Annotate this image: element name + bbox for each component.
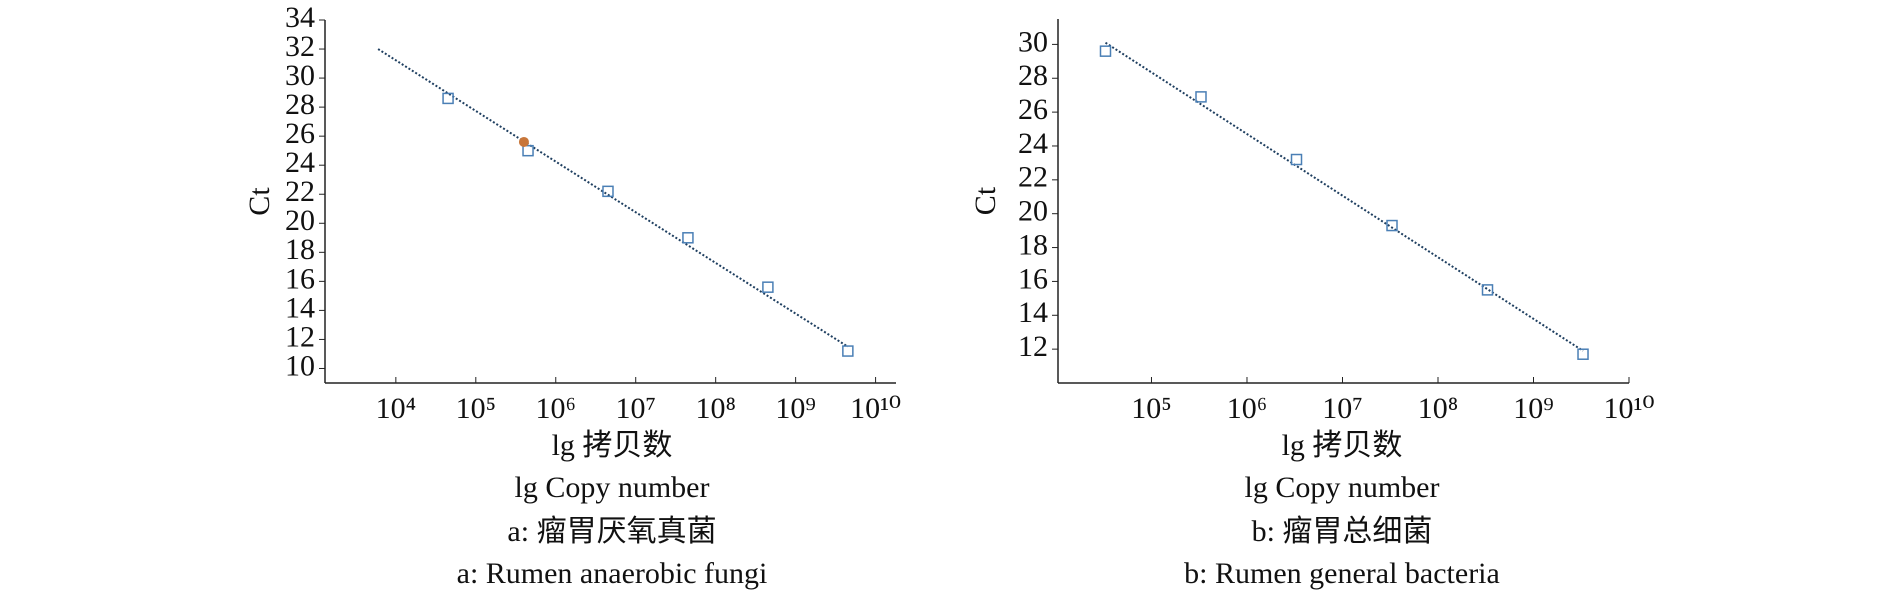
point [442, 92, 454, 105]
x-tick-label: 10¹⁰ [1603, 392, 1654, 425]
y-tick-label: 24 [285, 146, 315, 179]
x-tick-label: 10⁴ [376, 392, 416, 425]
y-tick-label: 28 [285, 88, 315, 121]
y-tick-label: 26 [1018, 93, 1048, 126]
y-tick-label: 32 [285, 30, 315, 63]
y-tick-label: 12 [285, 320, 315, 353]
x-tick-label: 10⁶ [1227, 392, 1267, 425]
trend-line [377, 48, 849, 348]
caption-en: a: Rumen anaerobic fungi [457, 557, 768, 590]
y-tick-label: 20 [285, 204, 315, 237]
x-tick-label: 10⁵ [456, 392, 496, 425]
x-axis-title: lg 拷贝数 [552, 429, 673, 462]
trend-line [1104, 41, 1584, 352]
y-tick-label: 14 [285, 291, 315, 324]
x-tick-label: 10⁷ [615, 392, 655, 425]
y-tick-label: 30 [285, 59, 315, 92]
x-tick-label: 10⁸ [695, 392, 735, 425]
y-tick-label: 26 [285, 117, 315, 150]
y-tick-label: 22 [285, 175, 315, 208]
point [1099, 45, 1112, 57]
x-tick-label: 10⁵ [1131, 392, 1171, 425]
caption: a: 瘤胃厌氧真菌 [507, 515, 716, 548]
x-tick-label: 10⁶ [536, 392, 576, 425]
y-tick-label: 16 [1018, 262, 1048, 295]
y-tick-label: 12 [1018, 330, 1048, 363]
point [842, 345, 854, 357]
caption-en: b: Rumen general bacteria [1184, 557, 1500, 590]
point [1195, 91, 1207, 103]
y-tick-label: 30 [1018, 25, 1048, 58]
point [762, 281, 774, 293]
x-tick-label: 10⁹ [775, 392, 815, 425]
y-tick-label: 24 [1018, 127, 1048, 160]
x-axis-title-en: lg Copy number [515, 471, 710, 504]
x-axis-title-en: lg Copy number [1245, 471, 1440, 504]
point [682, 232, 694, 244]
point [1481, 284, 1494, 296]
x-axis-title: lg 拷贝数 [1282, 429, 1403, 462]
y-tick-label: 18 [1018, 228, 1048, 261]
point [518, 136, 529, 147]
y-tick-label: 22 [1018, 161, 1048, 194]
point [1577, 348, 1589, 360]
point [522, 144, 534, 157]
x-tick-label: 10⁷ [1322, 392, 1362, 425]
y-tick-label: 34 [285, 1, 315, 34]
y-tick-label: 28 [1018, 59, 1048, 92]
y-tick-label: 16 [285, 262, 315, 295]
y-axis-title: Ct [243, 187, 276, 216]
y-axis-title: Ct [969, 186, 1002, 215]
x-tick-label: 10⁸ [1418, 392, 1458, 425]
point [1386, 219, 1398, 232]
caption: b: 瘤胃总细菌 [1252, 515, 1433, 548]
y-tick-label: 10 [285, 349, 315, 382]
x-tick-label: 10¹⁰ [850, 392, 901, 425]
point [602, 185, 614, 198]
point [1290, 153, 1303, 166]
x-tick-label: 10⁹ [1513, 392, 1553, 425]
y-tick-label: 14 [1018, 296, 1048, 329]
y-tick-label: 20 [1018, 195, 1048, 228]
y-tick-label: 18 [285, 233, 315, 266]
